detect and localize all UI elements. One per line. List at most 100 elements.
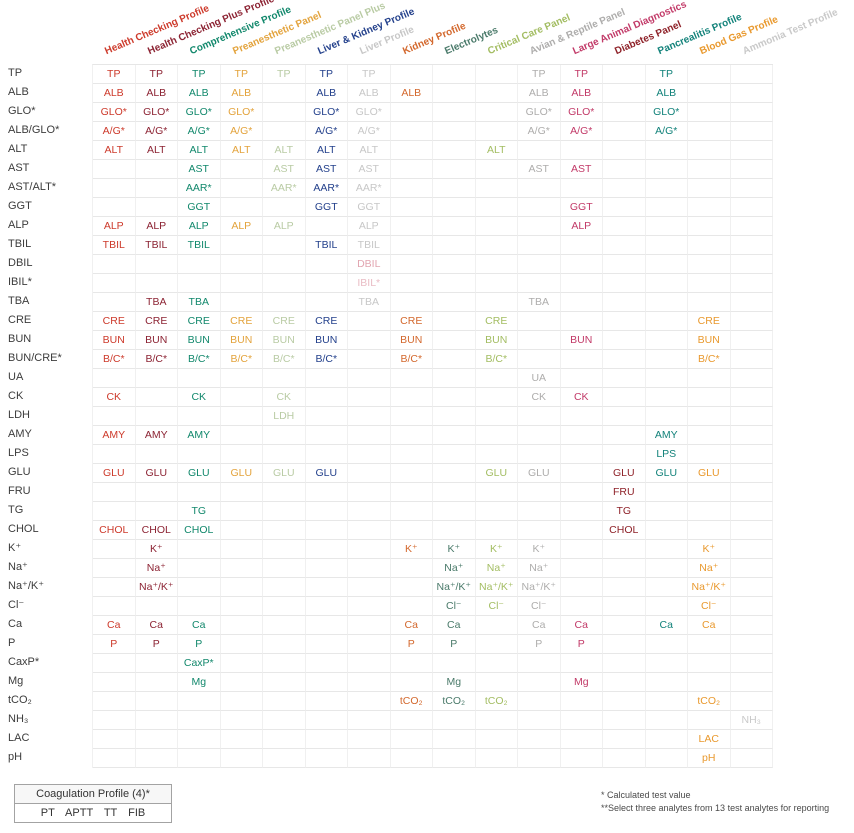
matrix-cell: BUN (688, 331, 731, 350)
matrix-cell (263, 635, 306, 654)
matrix-cell: Mg (178, 673, 221, 692)
matrix-cell: GLO* (135, 103, 178, 122)
matrix-cell (135, 673, 178, 692)
matrix-cell (688, 502, 731, 521)
matrix-cell (730, 122, 773, 141)
matrix-cell (475, 255, 518, 274)
matrix-cell (220, 654, 263, 673)
matrix-cell: TBIL (178, 236, 221, 255)
matrix-cell: FRU (603, 483, 646, 502)
matrix-cell: GLO* (93, 103, 136, 122)
matrix-cell (603, 445, 646, 464)
matrix-cell (475, 160, 518, 179)
matrix-cell: TBA (178, 293, 221, 312)
matrix-cell: CRE (305, 312, 348, 331)
matrix-cell (730, 369, 773, 388)
matrix-cell: TP (560, 65, 603, 84)
matrix-cell (433, 274, 476, 293)
matrix-cell: GGT (348, 198, 391, 217)
matrix-cell (518, 217, 561, 236)
matrix-cell: Na⁺/K⁺ (518, 578, 561, 597)
matrix-cell (603, 673, 646, 692)
matrix-cell (730, 198, 773, 217)
matrix-cell (263, 578, 306, 597)
matrix-cell (348, 426, 391, 445)
matrix-cell (730, 293, 773, 312)
matrix-cell: TP (263, 65, 306, 84)
matrix-cell: B/C* (93, 350, 136, 369)
row-label: P (8, 637, 16, 649)
matrix-cell (263, 103, 306, 122)
matrix-cell: Ca (433, 616, 476, 635)
matrix-cell: UA (518, 369, 561, 388)
matrix-cell (603, 407, 646, 426)
matrix-cell (645, 236, 688, 255)
matrix-cell (603, 255, 646, 274)
matrix-cell (645, 692, 688, 711)
matrix-cell: TP (220, 65, 263, 84)
matrix-cell (645, 730, 688, 749)
matrix-cell (645, 483, 688, 502)
matrix-cell (645, 141, 688, 160)
matrix-cell (603, 711, 646, 730)
row-label: GLO* (8, 105, 36, 117)
matrix-cell: A/G* (220, 122, 263, 141)
matrix-cell: BUN (560, 331, 603, 350)
matrix-cell (93, 654, 136, 673)
matrix-cell (560, 502, 603, 521)
matrix-cell: ALP (135, 217, 178, 236)
matrix-cell (348, 407, 391, 426)
matrix-cell: TBA (518, 293, 561, 312)
matrix-cell (560, 179, 603, 198)
matrix-cell: pH (688, 749, 731, 768)
matrix-cell: LAC (688, 730, 731, 749)
matrix-cell (93, 597, 136, 616)
matrix-cell (93, 179, 136, 198)
matrix-cell (135, 369, 178, 388)
matrix-cell (730, 483, 773, 502)
matrix-cell: ALB (518, 84, 561, 103)
matrix-cell (645, 597, 688, 616)
matrix-cell: AAR* (305, 179, 348, 198)
matrix-cell (305, 293, 348, 312)
matrix-cell (433, 236, 476, 255)
matrix-cell (178, 407, 221, 426)
matrix-cell (263, 616, 306, 635)
matrix-cell: ALT (135, 141, 178, 160)
matrix-cell (688, 141, 731, 160)
row-label: NH₃ (8, 713, 29, 725)
matrix-cell (603, 540, 646, 559)
matrix-cell (730, 578, 773, 597)
matrix-cell (645, 217, 688, 236)
matrix-cell (730, 692, 773, 711)
matrix-cell (305, 559, 348, 578)
matrix-cell (178, 749, 221, 768)
matrix-cell (688, 122, 731, 141)
matrix-cell (603, 312, 646, 331)
row-label: AST/ALT* (8, 181, 57, 193)
matrix-cell: P (560, 635, 603, 654)
matrix-cell: ALP (93, 217, 136, 236)
matrix-cell (220, 578, 263, 597)
matrix-cell: Ca (688, 616, 731, 635)
matrix-cell (93, 369, 136, 388)
matrix-cell (730, 84, 773, 103)
matrix-cell (348, 369, 391, 388)
row-label: TG (8, 504, 24, 516)
profile-matrix: TP TP TP TP TP TP TP TP TP TP ALB ALB ALB ALB ALB ALB AL… (92, 64, 773, 768)
matrix-cell (730, 749, 773, 768)
matrix-cell (475, 502, 518, 521)
matrix-cell: P (390, 635, 433, 654)
matrix-cell (348, 616, 391, 635)
matrix-cell (730, 274, 773, 293)
matrix-cell: TBA (135, 293, 178, 312)
matrix-cell (263, 426, 306, 445)
matrix-cell (178, 578, 221, 597)
matrix-cell: TBIL (93, 236, 136, 255)
matrix-cell (688, 236, 731, 255)
matrix-cell (518, 179, 561, 198)
matrix-cell (263, 559, 306, 578)
matrix-cell (730, 445, 773, 464)
matrix-cell (263, 84, 306, 103)
matrix-cell (263, 274, 306, 293)
